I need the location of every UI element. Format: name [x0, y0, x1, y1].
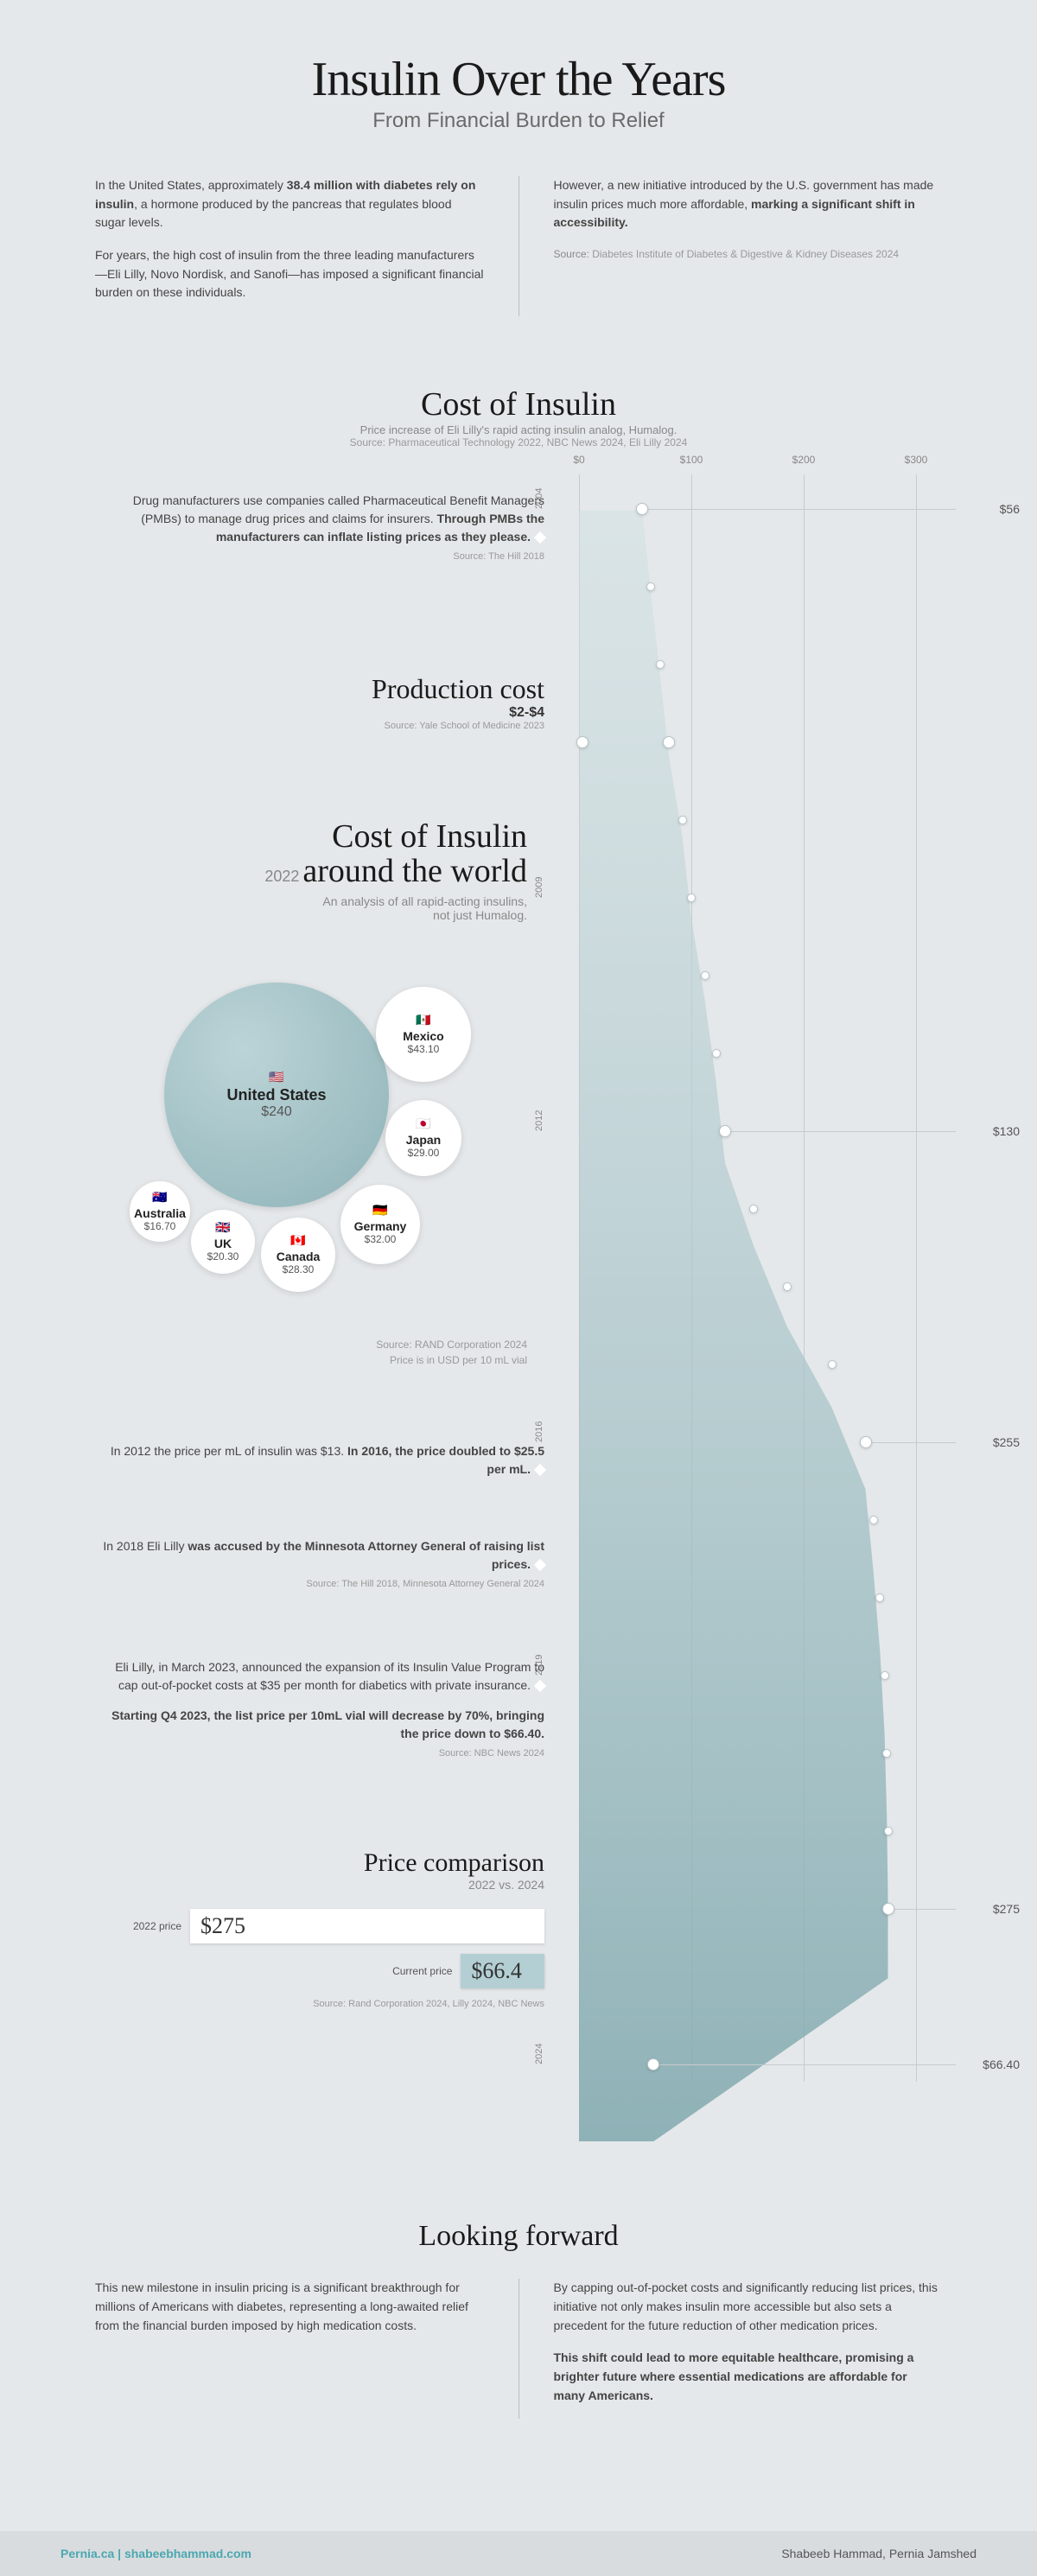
world-source: Source: RAND Corporation 2024 Price is i… — [60, 1337, 527, 1368]
x-tick-label: $300 — [905, 454, 928, 466]
looking-right-2: This shift could lead to more equitable … — [554, 2349, 943, 2405]
chart-data-point — [875, 1593, 884, 1602]
country-bubble: 🇺🇸United States$240 — [164, 983, 389, 1207]
footer-left: Pernia.ca | shabeebhammad.com — [60, 2547, 251, 2560]
country-bubble: 🇨🇦Canada$28.30 — [261, 1218, 335, 1292]
y-tick-label: 2019 — [534, 1655, 544, 1676]
chart-data-point — [687, 894, 696, 902]
intro-right-p1: However, a new initiative introduced by … — [554, 176, 943, 232]
compare-bar: $275 — [190, 1909, 544, 1943]
annotation-2018: In 2018 Eli Lilly was accused by the Min… — [95, 1537, 544, 1592]
chart-data-point — [719, 1125, 731, 1137]
chart-data-point — [884, 1827, 893, 1835]
compare-row: 2022 price$275 — [95, 1909, 544, 1943]
cost-chart-source: Source: Pharmaceutical Technology 2022, … — [60, 436, 977, 448]
y-tick-label: 2016 — [534, 1422, 544, 1442]
chart-data-point — [828, 1360, 837, 1369]
country-bubble: 🇦🇺Australia$16.70 — [130, 1181, 190, 1242]
annotation-2023: Eli Lilly, in March 2023, announced the … — [95, 1658, 544, 1761]
chart-data-point — [783, 1282, 792, 1291]
chart-data-point — [882, 1903, 894, 1915]
chart-data-point — [749, 1205, 758, 1213]
chart-data-point — [647, 2058, 659, 2070]
looking-right-1: By capping out-of-pocket costs and signi… — [554, 2279, 943, 2335]
production-cost-point — [576, 736, 588, 748]
intro-left-p2: For years, the high cost of insulin from… — [95, 246, 484, 302]
looking-left: This new milestone in insulin pricing is… — [95, 2279, 484, 2335]
y-tick-label: 2009 — [534, 877, 544, 898]
x-tick-label: $100 — [680, 454, 703, 466]
subtitle: From Financial Burden to Relief — [60, 109, 977, 133]
price-label: $275 — [993, 1902, 1020, 1916]
chart-data-point — [646, 582, 655, 591]
chart-data-point — [869, 1516, 878, 1524]
chart-data-point — [882, 1749, 891, 1758]
annotation-pmb: Drug manufacturers use companies called … — [95, 492, 544, 564]
price-label: $130 — [993, 1124, 1020, 1138]
price-label: $56 — [1000, 502, 1020, 516]
compare-bar: $66.4 — [461, 1954, 544, 1988]
chart-data-point — [678, 816, 687, 824]
cost-area-chart: $0$100$200$300 200420092012201620192024$… — [544, 474, 977, 2159]
looking-forward-section: Looking forward This new milestone in in… — [60, 2220, 977, 2531]
chart-data-point — [701, 971, 709, 980]
price-label: $66.40 — [983, 2058, 1020, 2071]
country-bubble: 🇲🇽Mexico$43.10 — [376, 987, 471, 1082]
chart-data-point — [663, 736, 675, 748]
intro-right-source: Source: Diabetes Institute of Diabetes &… — [554, 246, 943, 263]
cost-chart-sub: Price increase of Eli Lilly's rapid acti… — [60, 423, 977, 436]
x-tick-label: $0 — [573, 454, 584, 466]
y-tick-label: 2012 — [534, 1110, 544, 1131]
chart-data-point — [636, 503, 648, 515]
world-bubble-chart: 🇺🇸United States$240🇲🇽Mexico$43.10 🇯🇵Japan… — [112, 957, 527, 1320]
country-bubble: 🇯🇵Japan$29.00 — [385, 1100, 461, 1176]
footer: Pernia.ca | shabeebhammad.com Shabeeb Ha… — [0, 2531, 1037, 2576]
production-cost-block: Production cost $2-$4 Source: Yale Schoo… — [372, 673, 544, 731]
chart-data-point — [712, 1049, 721, 1058]
chart-data-point — [656, 660, 665, 669]
y-tick-label: 2004 — [534, 488, 544, 509]
cost-chart-title: Cost of Insulin — [60, 385, 977, 423]
main-title: Insulin Over the Years — [60, 52, 977, 107]
country-bubble: 🇬🇧UK$20.30 — [191, 1210, 255, 1274]
chart-data-point — [860, 1436, 872, 1448]
footer-right: Shabeeb Hammad, Pernia Jamshed — [781, 2547, 977, 2560]
price-comparison-block: Price comparison 2022 vs. 2024 2022 pric… — [95, 1848, 544, 2009]
world-cost-block: Cost of Insulin 2022 around the world An… — [60, 820, 527, 1368]
country-bubble: 🇩🇪Germany$32.00 — [340, 1185, 420, 1264]
intro-columns: In the United States, approximately 38.4… — [60, 176, 977, 316]
annotation-2012: In 2012 the price per mL of insulin was … — [95, 1442, 544, 1479]
x-tick-label: $200 — [792, 454, 816, 466]
y-tick-label: 2024 — [534, 2044, 544, 2064]
price-label: $255 — [993, 1435, 1020, 1449]
intro-left-p1: In the United States, approximately 38.4… — [95, 176, 484, 232]
chart-data-point — [881, 1671, 889, 1680]
compare-row: Current price$66.4 — [95, 1954, 544, 1988]
